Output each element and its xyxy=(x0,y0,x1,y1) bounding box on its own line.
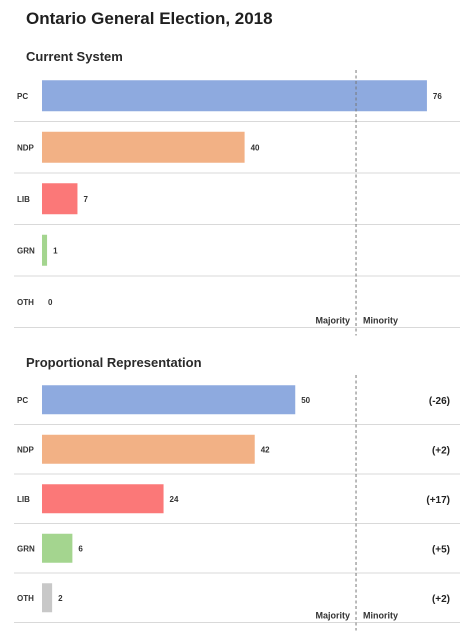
change-label-pc: (-26) xyxy=(429,396,450,407)
bar-ndp xyxy=(42,434,255,464)
change-label-lib: (+17) xyxy=(426,495,450,506)
category-label-grn: GRN xyxy=(17,246,35,255)
category-label-oth: OTH xyxy=(17,298,34,307)
category-label-pc: PC xyxy=(17,92,28,101)
value-label-lib: 24 xyxy=(170,495,179,504)
category-label-oth: OTH xyxy=(17,594,34,603)
category-label-ndp: NDP xyxy=(17,445,35,454)
category-label-lib: LIB xyxy=(17,495,30,504)
bar-lib xyxy=(42,183,78,215)
change-label-oth: (+2) xyxy=(432,594,450,605)
panel-title-current-system: Current System xyxy=(26,49,123,64)
value-label-ndp: 42 xyxy=(261,445,270,454)
bar-pc xyxy=(42,80,427,112)
value-label-pc: 76 xyxy=(433,92,442,101)
value-label-grn: 6 xyxy=(78,544,83,553)
minority-label: Minority xyxy=(363,611,398,621)
bar-pc xyxy=(42,385,296,415)
bar-grn xyxy=(42,533,73,563)
value-label-oth: 2 xyxy=(58,594,63,603)
change-label-grn: (+5) xyxy=(432,544,450,555)
value-label-grn: 1 xyxy=(53,246,58,255)
majority-label: Majority xyxy=(316,611,351,621)
value-label-oth: 0 xyxy=(48,298,53,307)
category-label-grn: GRN xyxy=(17,544,35,553)
chart-title: Ontario General Election, 2018 xyxy=(26,9,273,28)
value-label-pc: 50 xyxy=(301,396,310,405)
bar-grn xyxy=(42,234,48,266)
majority-label: Majority xyxy=(316,316,351,326)
bar-lib xyxy=(42,484,164,514)
category-label-lib: LIB xyxy=(17,195,30,204)
value-label-ndp: 40 xyxy=(251,143,260,152)
change-label-ndp: (+2) xyxy=(432,445,450,456)
bar-oth xyxy=(42,583,53,613)
bar-ndp xyxy=(42,131,245,163)
category-label-pc: PC xyxy=(17,396,28,405)
minority-label: Minority xyxy=(363,316,398,326)
value-label-lib: 7 xyxy=(83,195,88,204)
category-label-ndp: NDP xyxy=(17,143,35,152)
panel-title-proportional-representation: Proportional Representation xyxy=(26,355,202,370)
